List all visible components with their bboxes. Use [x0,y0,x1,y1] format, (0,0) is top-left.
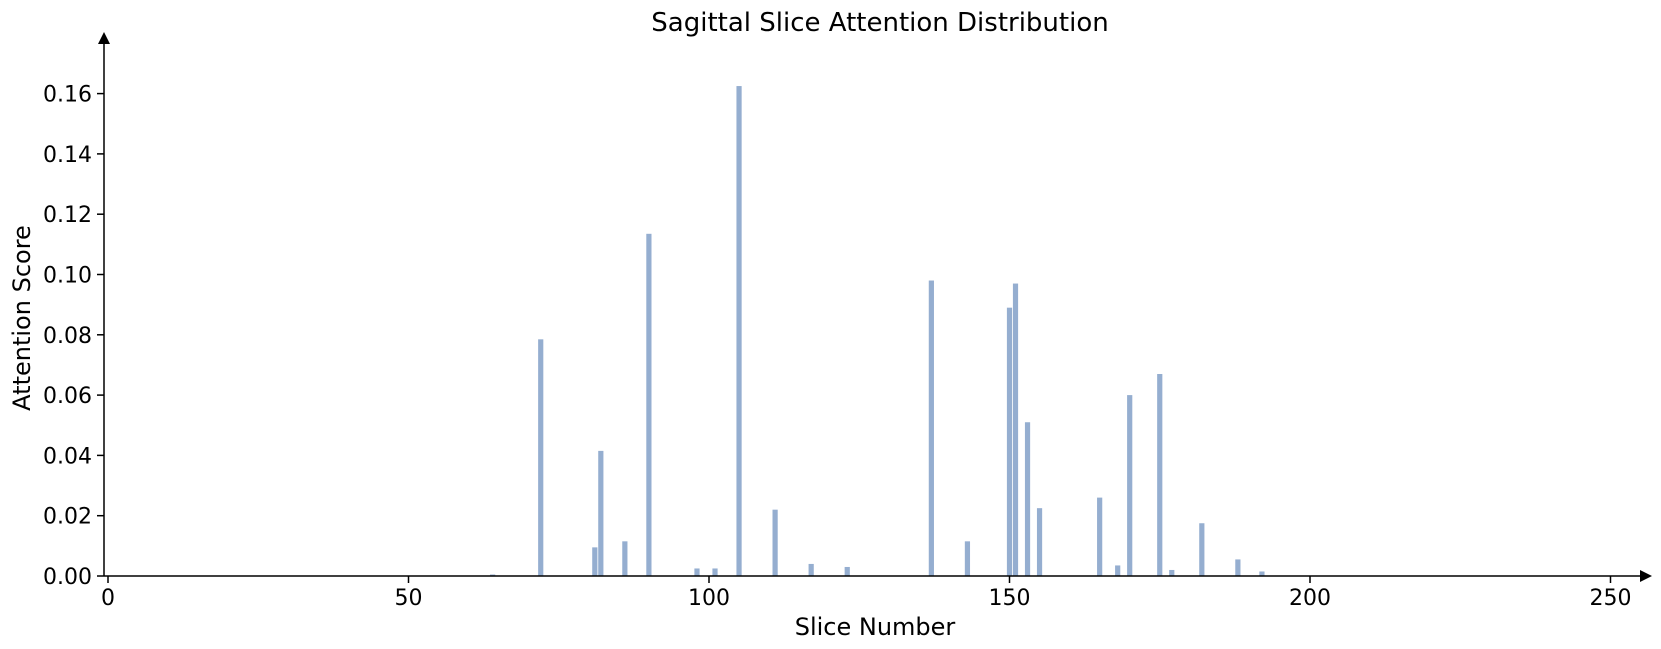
x-tick-label: 250 [1590,586,1632,611]
y-tick-label: 0.02 [43,505,92,530]
bar-slice-165 [1097,497,1103,576]
bar-slice-143 [964,541,971,576]
y-tick-label: 0.04 [43,444,92,469]
x-axis-label: Slice Number [795,613,956,641]
bar-slice-82 [598,450,604,576]
y-tick-label: 0.14 [43,143,92,168]
bar-slice-182 [1199,523,1205,576]
y-axis-arrow-icon [98,32,110,44]
bar-slice-81 [592,547,598,576]
bar-slice-123 [844,566,850,576]
x-tick-label: 200 [1289,586,1331,611]
y-tick-label: 0.08 [43,324,92,349]
x-tick-label: 0 [101,586,115,611]
y-axis: 0.00 0.02 0.04 0.06 0.08 0.10 0.12 0.14 0.16 [43,32,110,590]
y-tick-label: 0.06 [43,384,92,409]
y-axis-label: Attention Score [8,225,36,411]
bar-slice-170 [1127,395,1133,576]
bar-slice-90 [646,233,652,577]
bar-slice-98 [694,568,700,576]
bar-slice-155 [1036,508,1043,576]
x-ticks: 0 50 100 150 200 250 [101,576,1632,611]
bar-slice-86 [622,541,628,576]
y-tick-label: 0.16 [43,83,92,108]
y-tick-label: 0.00 [43,565,92,590]
x-tick-label: 100 [688,586,730,611]
bar-slice-150 [1006,307,1013,576]
bar-slice-188 [1235,559,1241,576]
bar-slice-168 [1115,565,1121,576]
bar-slice-137 [928,280,934,576]
bar-slice-151 [1012,283,1019,576]
bar-slice-72 [538,339,544,576]
bar-slice-105 [736,86,742,576]
bars-group [490,86,1265,577]
y-tick-label: 0.10 [43,264,92,289]
x-tick-label: 150 [989,586,1031,611]
bar-slice-175 [1157,374,1163,577]
bar-slice-192 [1259,571,1265,576]
chart-title: Sagittal Slice Attention Distribution [651,8,1108,38]
bar-slice-101 [712,568,718,576]
y-tick-label: 0.12 [43,203,92,228]
bar-slice-177 [1169,569,1175,576]
bar-slice-111 [772,509,778,576]
x-tick-label: 50 [395,586,423,611]
bar-slice-64 [490,574,496,576]
x-axis-arrow-icon [1640,570,1652,582]
bar-slice-153 [1024,422,1031,576]
x-axis: 0 50 100 150 200 250 [101,570,1652,611]
bar-slice-117 [808,563,814,576]
y-ticks: 0.00 0.02 0.04 0.06 0.08 0.10 0.12 0.14 0.16 [43,83,104,590]
